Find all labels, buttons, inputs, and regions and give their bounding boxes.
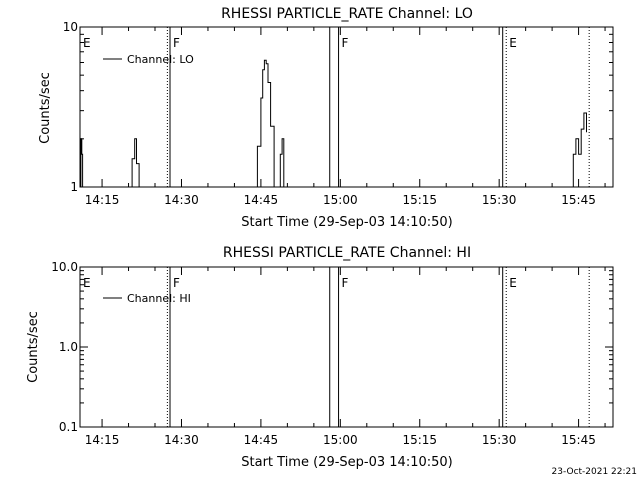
x-tick-label: 14:15	[85, 433, 120, 447]
plot-frame	[79, 266, 614, 428]
chart-hi-legend-label: Channel: HI	[127, 292, 191, 305]
event-marker-label: E	[83, 36, 91, 50]
y-tick-label: 10.0	[51, 260, 78, 274]
x-tick-label: 15:00	[323, 433, 358, 447]
chart-lo-title: RHESSI PARTICLE_RATE Channel: LO	[221, 6, 473, 22]
chart-hi-title: RHESSI PARTICLE_RATE Channel: HI	[223, 245, 471, 261]
chart-lo-legend: Channel: LO	[103, 53, 194, 66]
x-tick-label: 15:15	[402, 193, 437, 207]
series-line	[253, 59, 275, 188]
x-tick-label: 15:45	[561, 433, 596, 447]
x-tick-label: 14:30	[164, 433, 199, 447]
series-line	[570, 112, 587, 188]
x-tick-label: 15:15	[402, 433, 437, 447]
event-marker-label: E	[509, 36, 517, 50]
x-tick-label: 14:45	[244, 193, 279, 207]
y-tick-label: 10	[63, 20, 78, 34]
series-line	[128, 138, 140, 188]
y-tick-label: 1	[70, 180, 78, 194]
series-line	[278, 138, 285, 188]
plot-frame	[79, 26, 614, 188]
event-marker-label: F	[342, 276, 349, 290]
x-tick-label: 14:45	[244, 433, 279, 447]
x-tick-label: 15:45	[561, 193, 596, 207]
y-tick-label: 0.1	[59, 420, 78, 434]
x-tick-label: 15:00	[323, 193, 358, 207]
chart-lo-ylabel: Counts/sec	[38, 72, 53, 144]
x-tick-label: 14:30	[164, 193, 199, 207]
event-marker-label: F	[173, 36, 180, 50]
chart-hi-legend: Channel: HI	[103, 292, 191, 305]
event-marker-label: F	[342, 36, 349, 50]
chart-hi-xlabel: Start Time (29-Sep-03 14:10:50)	[241, 455, 452, 470]
generation-timestamp: 23-Oct-2021 22:21	[552, 467, 637, 477]
event-marker-label: E	[509, 276, 517, 290]
chart-hi: RHESSI PARTICLE_RATE Channel: HI 0.1 1.0 1…	[26, 245, 614, 470]
series-line	[80, 138, 84, 188]
chart-lo: RHESSI PARTICLE_RATE Channel: LO 1 10 14:…	[38, 6, 614, 230]
x-tick-label: 15:30	[482, 193, 517, 207]
chart-lo-legend-label: Channel: LO	[127, 53, 194, 66]
y-tick-label: 1.0	[59, 340, 78, 354]
event-marker-label: F	[173, 276, 180, 290]
x-tick-label: 15:30	[482, 433, 517, 447]
event-marker-label: E	[83, 276, 91, 290]
chart-lo-xlabel: Start Time (29-Sep-03 14:10:50)	[241, 215, 452, 230]
chart-hi-ylabel: Counts/sec	[26, 311, 41, 383]
x-tick-label: 14:15	[85, 193, 120, 207]
